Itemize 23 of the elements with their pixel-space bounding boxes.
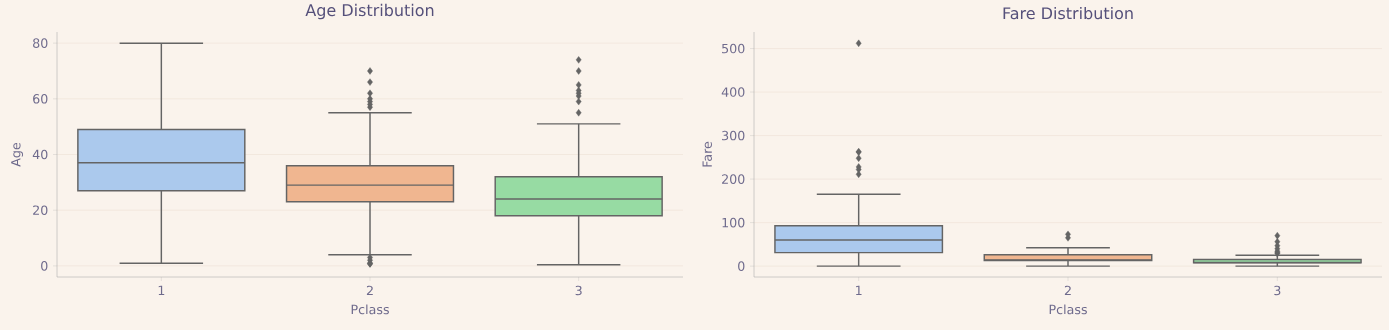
y-tick-label: 0 [738, 261, 745, 271]
y-tick-label: 80 [33, 38, 48, 48]
x-tick-label: 1 [158, 285, 165, 295]
y-tick-label: 500 [722, 43, 745, 54]
y-tick-label: 40 [32, 149, 48, 160]
y-tick-label: 20 [33, 205, 48, 215]
y-axis-title: Age [11, 142, 24, 167]
x-tick-label: 3 [1274, 285, 1281, 296]
x-tick-label: 1 [856, 285, 862, 295]
x-axis-title: Pclass [1049, 304, 1087, 315]
x-axis-title: Pclass [351, 304, 389, 315]
chart-title: Fare Distribution [1003, 6, 1133, 20]
y-tick-label: 60 [33, 94, 48, 104]
x-tick-label: 3 [575, 285, 582, 296]
y-tick-label: 300 [722, 130, 745, 141]
x-tick-label: 2 [1064, 285, 1071, 296]
y-tick-label: 400 [721, 87, 745, 97]
y-tick-label: 100 [722, 217, 745, 228]
y-tick-label: 200 [722, 174, 745, 184]
y-axis-title: Fare [702, 141, 712, 167]
x-tick-label: 2 [366, 285, 373, 296]
y-tick-label: 0 [41, 261, 48, 271]
chart-title: Age Distribution [305, 3, 434, 20]
